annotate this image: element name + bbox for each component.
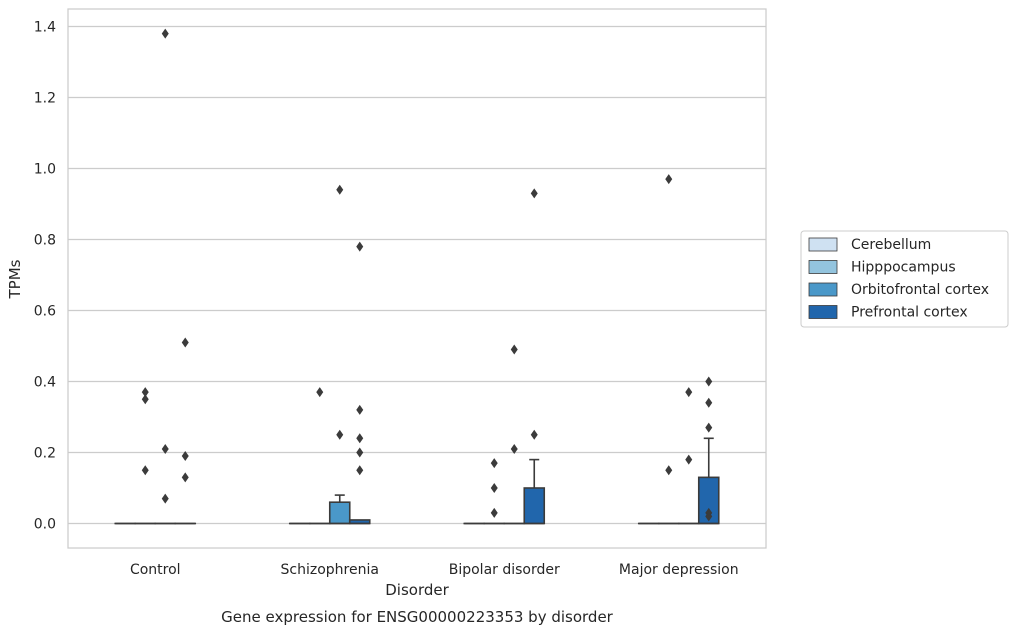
outlier-point <box>705 397 713 408</box>
y-tick-label: 1.2 <box>34 91 56 107</box>
legend-frame <box>800 230 1009 328</box>
y-tick-label: 0.8 <box>34 233 56 249</box>
outlier-point <box>336 429 344 440</box>
outlier-point <box>685 454 693 465</box>
x-axis-ticks: Control Schizophrenia Bipolar disorder Majo… <box>130 562 739 578</box>
x-tick-label: Schizophrenia <box>281 562 379 578</box>
outlier-point <box>141 387 149 398</box>
outlier-point <box>530 188 538 199</box>
x-tick-label: Control <box>130 562 181 578</box>
outlier-point <box>356 447 364 458</box>
outlier-point <box>510 344 518 355</box>
outlier-point <box>356 404 364 415</box>
box-body <box>328 501 351 525</box>
legend-swatch <box>808 305 838 319</box>
x-tick-label: Major depression <box>619 562 739 578</box>
outlier-point <box>356 433 364 444</box>
outlier-point <box>181 472 189 483</box>
chart-caption: Gene expression for ENSG00000223353 by d… <box>221 608 614 626</box>
outlier-point <box>705 376 713 387</box>
box-prefrontal-cortex <box>348 519 371 525</box>
plot-area <box>67 8 767 549</box>
outlier-point <box>356 241 364 252</box>
box-orbitofrontal-cortex <box>328 494 351 525</box>
legend-swatch <box>808 237 838 252</box>
legend-label: Orbitofrontal cortex <box>851 282 989 298</box>
y-tick-label: 0.2 <box>34 446 56 462</box>
outlier-point <box>490 458 498 469</box>
outlier-point <box>316 387 324 398</box>
outlier-point <box>161 493 169 504</box>
outlier-point <box>705 511 713 522</box>
gridlines <box>68 25 766 525</box>
y-tick-label: 0.4 <box>34 375 56 391</box>
legend-label: Prefrontal cortex <box>851 305 968 321</box>
legend: Cerebellum Hipppocampus Orbitofrontal cort… <box>800 230 1009 328</box>
y-axis-label: TPMs <box>6 259 24 299</box>
y-axis-ticks: 0.0 0.2 0.4 0.6 0.8 1.0 1.2 1.4 <box>34 20 56 533</box>
box-body <box>523 487 546 525</box>
outlier-point <box>705 422 713 433</box>
outlier-point <box>356 465 364 476</box>
outlier-point <box>181 451 189 462</box>
box-prefrontal-cortex <box>697 437 720 525</box>
outlier-point <box>161 28 169 39</box>
legend-swatch <box>808 282 838 297</box>
outlier-point <box>490 507 498 518</box>
boxes <box>114 437 720 525</box>
outliers <box>141 28 713 522</box>
y-tick-label: 1.0 <box>34 162 56 178</box>
x-axis-label: Disorder <box>385 581 449 599</box>
outlier-point <box>161 443 169 454</box>
legend-label: Cerebellum <box>851 237 931 253</box>
outlier-point <box>181 337 189 348</box>
legend-swatch <box>808 260 838 274</box>
outlier-point <box>336 184 344 195</box>
outlier-point <box>490 483 498 493</box>
outlier-point <box>665 465 673 476</box>
legend-label: Hipppocampus <box>851 260 956 276</box>
outlier-point <box>665 174 673 185</box>
y-tick-label: 0.0 <box>34 517 56 533</box>
y-tick-label: 0.6 <box>34 304 56 320</box>
outlier-point <box>685 387 693 398</box>
y-tick-label: 1.4 <box>34 20 56 36</box>
box-prefrontal-cortex <box>523 458 546 525</box>
outlier-point <box>510 443 518 454</box>
outlier-point <box>141 465 149 476</box>
x-tick-label: Bipolar disorder <box>449 562 560 578</box>
outlier-point <box>141 394 149 405</box>
outlier-point <box>530 429 538 440</box>
